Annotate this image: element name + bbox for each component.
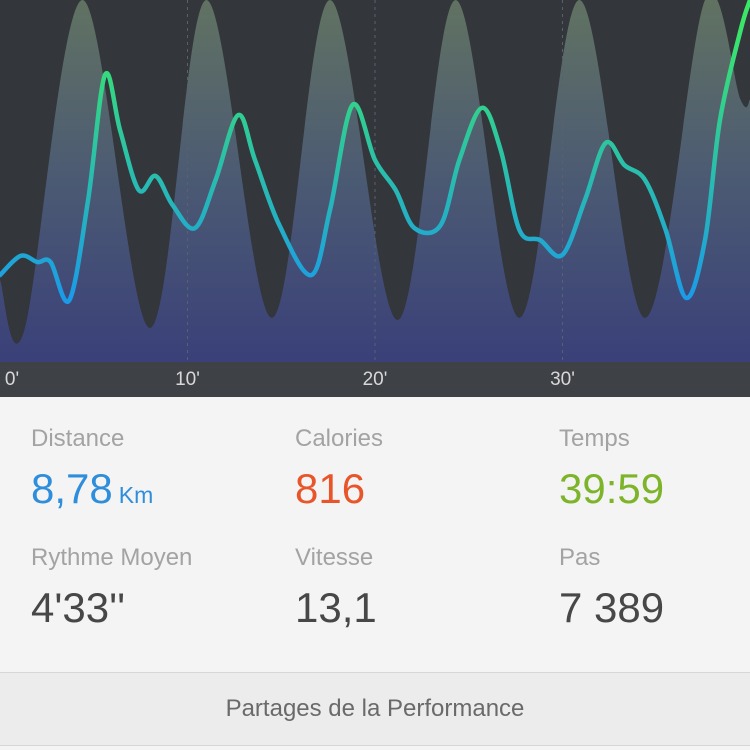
x-tick-label: 10' xyxy=(175,369,200,390)
stat-value: 13,1 xyxy=(295,584,377,631)
stat-value: 8,78 xyxy=(31,465,113,512)
x-axis-band xyxy=(0,362,750,397)
stat: Distance 8,78 Km xyxy=(31,425,271,513)
stat-value-row: 816 xyxy=(295,465,535,513)
x-tick-label: 0' xyxy=(5,369,19,390)
stat-value: 7 389 xyxy=(559,584,665,631)
stat-label: Distance xyxy=(31,425,125,452)
stat: Temps 39:59 xyxy=(559,425,750,513)
x-tick-label: 30' xyxy=(550,369,575,390)
stats-panel: Distance 8,78 Km Calories 816 Temps 39:59 Rythm… xyxy=(0,397,750,672)
stat-label: Temps xyxy=(559,425,630,452)
stat-unit: Km xyxy=(118,482,154,508)
stat-value: 39:59 xyxy=(559,465,665,512)
chart: 0' 10' 20' 30' xyxy=(0,0,750,397)
stat-value-row: 7 389 xyxy=(559,584,750,632)
stat: Vitesse 13,1 xyxy=(295,544,535,632)
stat-label: Calories xyxy=(295,425,384,452)
pace-line xyxy=(0,0,750,304)
stat-value: 816 xyxy=(295,465,366,512)
stat-value-row: 8,78 Km xyxy=(31,465,271,513)
stat-value: 4'33'' xyxy=(31,584,126,631)
stat-value-row: 4'33'' xyxy=(31,584,271,632)
stat: Pas 7 389 xyxy=(559,544,750,632)
stat-label: Pas xyxy=(559,544,601,571)
share-button[interactable]: Partages de la Performance xyxy=(0,672,750,746)
background-series xyxy=(0,0,750,344)
stat: Rythme Moyen 4'33'' xyxy=(31,544,271,632)
stat-value-row: 39:59 xyxy=(559,465,750,513)
stat-value-row: 13,1 xyxy=(295,584,535,632)
stat: Calories 816 xyxy=(295,425,535,513)
stat-label: Rythme Moyen xyxy=(31,544,193,571)
x-tick-label: 20' xyxy=(363,369,388,390)
stat-label: Vitesse xyxy=(295,544,374,571)
